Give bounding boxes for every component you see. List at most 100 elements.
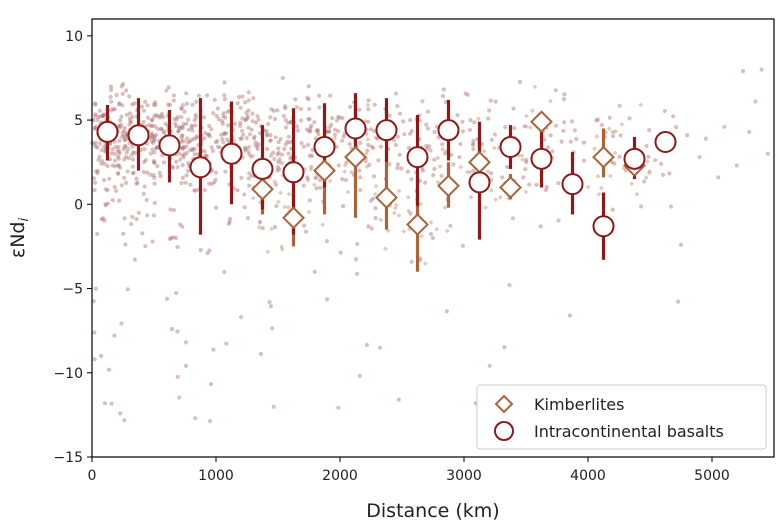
scatter-point: [529, 108, 535, 114]
scatter-point: [155, 114, 160, 119]
scatter-point: [251, 136, 257, 141]
scatter-point: [611, 134, 616, 139]
scatter-point: [153, 124, 158, 129]
scatter-point: [213, 140, 218, 145]
scatter-point: [173, 121, 178, 126]
scatter-point: [247, 132, 252, 137]
scatter-point: [425, 109, 430, 114]
scatter-point: [373, 206, 378, 211]
scatter-point: [180, 175, 185, 180]
scatter-point: [260, 225, 265, 231]
scatter-point: [327, 129, 332, 134]
scatter-point: [538, 224, 543, 229]
scatter-point: [432, 166, 437, 172]
scatter-point: [716, 175, 721, 180]
scatter-point: [460, 119, 465, 124]
scatter-point: [235, 101, 240, 106]
kimberlite-point: [375, 186, 398, 209]
scatter-point: [488, 187, 494, 193]
basalt-point: [468, 171, 491, 194]
scatter-point: [431, 173, 436, 178]
scatter-point: [369, 226, 374, 231]
scatter-point: [180, 224, 185, 229]
scatter-point: [125, 169, 130, 174]
scatter-point: [393, 202, 399, 208]
scatter-point: [307, 198, 312, 203]
scatter-point: [91, 299, 96, 304]
scatter-point: [553, 88, 558, 93]
scatter-point: [378, 144, 383, 149]
scatter-point: [139, 104, 144, 109]
scatter-point: [127, 94, 132, 99]
scatter-point: [598, 185, 604, 191]
scatter-point: [92, 180, 98, 185]
scatter-point: [186, 160, 191, 166]
scatter-point: [150, 117, 155, 122]
scatter-point: [308, 167, 314, 172]
scatter-point: [101, 112, 106, 117]
scatter-point: [153, 112, 158, 118]
scatter-point: [253, 140, 258, 145]
scatter-point: [303, 229, 309, 234]
scatter-point: [444, 309, 449, 314]
scatter-point: [119, 183, 124, 188]
scatter-point: [110, 147, 115, 152]
scatter-point: [247, 183, 252, 188]
scatter-point: [192, 118, 197, 123]
scatter-point: [171, 235, 176, 240]
legend-box: [476, 384, 767, 450]
scatter-point: [465, 169, 470, 175]
scatter-point: [92, 357, 97, 362]
scatter-point: [592, 146, 597, 152]
legend-basalt-marker: [494, 421, 514, 441]
scatter-point: [316, 132, 321, 137]
scatter-point: [207, 123, 212, 129]
scatter-point: [405, 194, 411, 200]
scatter-point: [102, 178, 107, 183]
scatter-point: [130, 102, 135, 107]
scatter-point: [423, 180, 428, 185]
scatter-point: [644, 143, 649, 149]
scatter-point: [420, 168, 426, 173]
scatter-point: [135, 180, 140, 185]
scatter-point: [340, 138, 345, 143]
scatter-point: [327, 125, 332, 130]
scatter-point: [119, 114, 124, 119]
scatter-point: [213, 177, 218, 182]
scatter-point: [647, 168, 652, 174]
scatter-point: [451, 162, 456, 167]
scatter-point: [435, 155, 441, 161]
scatter-point: [119, 321, 124, 326]
scatter-point: [612, 161, 617, 166]
scatter-point: [556, 181, 561, 186]
scatter-point: [239, 128, 245, 133]
scatter-point: [214, 170, 219, 175]
scatter-point: [524, 157, 529, 162]
scatter-point: [115, 148, 120, 153]
scatter-point: [618, 133, 623, 138]
scatter-point: [324, 239, 329, 244]
scatter-point: [428, 231, 434, 237]
scatter-point: [562, 92, 567, 97]
scatter-point: [493, 99, 498, 104]
scatter-point: [130, 164, 135, 169]
scatter-point: [179, 106, 184, 111]
scatter-point: [148, 151, 153, 156]
scatter-point: [463, 91, 468, 96]
scatter-point: [134, 217, 139, 222]
scatter-point: [246, 90, 251, 95]
scatter-point: [239, 175, 244, 180]
scatter-point: [222, 131, 227, 136]
scatter-point: [753, 99, 758, 104]
scatter-point: [305, 175, 310, 180]
scatter-point: [562, 120, 567, 125]
scatter-point: [93, 102, 98, 107]
scatter-point: [122, 134, 127, 139]
scatter-point: [171, 98, 176, 103]
scatter-point: [395, 162, 401, 167]
scatter-point: [424, 122, 429, 127]
scatter-point: [357, 107, 362, 112]
scatter-point: [220, 136, 225, 142]
scatter-point: [426, 144, 432, 149]
scatter-point: [206, 132, 212, 137]
